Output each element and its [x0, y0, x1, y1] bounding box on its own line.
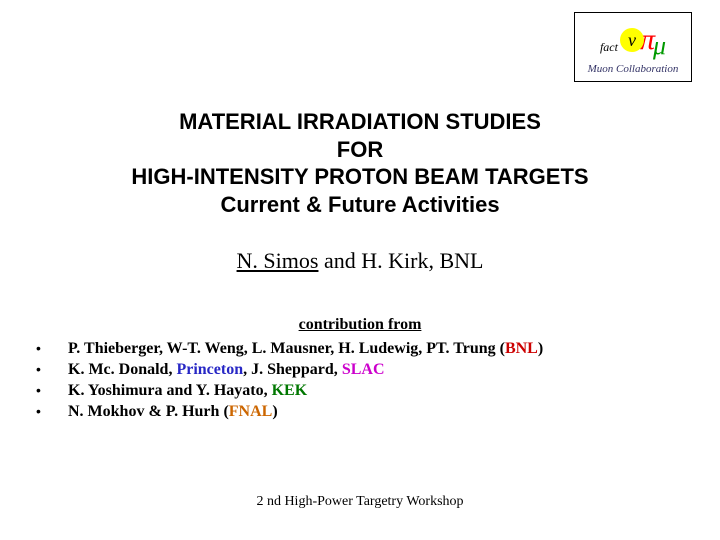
title-line-4: Current & Future Activities [0, 191, 720, 219]
list-item: • K. Yoshimura and Y. Hayato, KEK [36, 382, 684, 400]
affil-kek: KEK [272, 382, 308, 399]
list-item: • P. Thieberger, W-T. Weng, L. Mausner, … [36, 340, 684, 358]
affil-bnl: BNL [505, 340, 538, 357]
collab-logo: fact ν π μ Muon Collaboration [574, 12, 692, 82]
contributor-line: N. Mokhov & P. Hurh (FNAL) [68, 403, 684, 421]
contributor-line: K. Yoshimura and Y. Hayato, KEK [68, 382, 684, 400]
title-line-3: HIGH-INTENSITY PROTON BEAM TARGETS [0, 163, 720, 191]
logo-fact-text: fact [600, 40, 618, 61]
logo-symbols: fact ν π μ [600, 19, 666, 61]
contributor-line: K. Mc. Donald, Princeton, J. Sheppard, S… [68, 361, 684, 379]
footer-text: 2 nd High-Power Targetry Workshop [0, 494, 720, 510]
logo-caption: Muon Collaboration [588, 63, 679, 75]
contributor-list: • P. Thieberger, W-T. Weng, L. Mausner, … [36, 340, 684, 424]
slide-title: MATERIAL IRRADIATION STUDIES FOR HIGH-IN… [0, 108, 720, 218]
list-item: • K. Mc. Donald, Princeton, J. Sheppard,… [36, 361, 684, 379]
bullet-icon: • [36, 382, 68, 400]
affil-princeton: Princeton [176, 361, 243, 378]
contributor-line: P. Thieberger, W-T. Weng, L. Mausner, H.… [68, 340, 684, 358]
contribution-label: contribution from [0, 316, 720, 334]
bullet-icon: • [36, 340, 68, 358]
affil-fnal: FNAL [229, 403, 273, 420]
affil-slac: SLAC [342, 361, 385, 378]
title-line-1: MATERIAL IRRADIATION STUDIES [0, 108, 720, 136]
authors: N. Simos and H. Kirk, BNL [0, 248, 720, 274]
bullet-icon: • [36, 361, 68, 379]
list-item: • N. Mokhov & P. Hurh (FNAL) [36, 403, 684, 421]
lead-author: N. Simos [237, 248, 319, 273]
title-line-2: FOR [0, 136, 720, 164]
logo-nu-icon: ν [620, 28, 644, 52]
bullet-icon: • [36, 403, 68, 421]
co-authors: and H. Kirk, BNL [318, 248, 483, 273]
